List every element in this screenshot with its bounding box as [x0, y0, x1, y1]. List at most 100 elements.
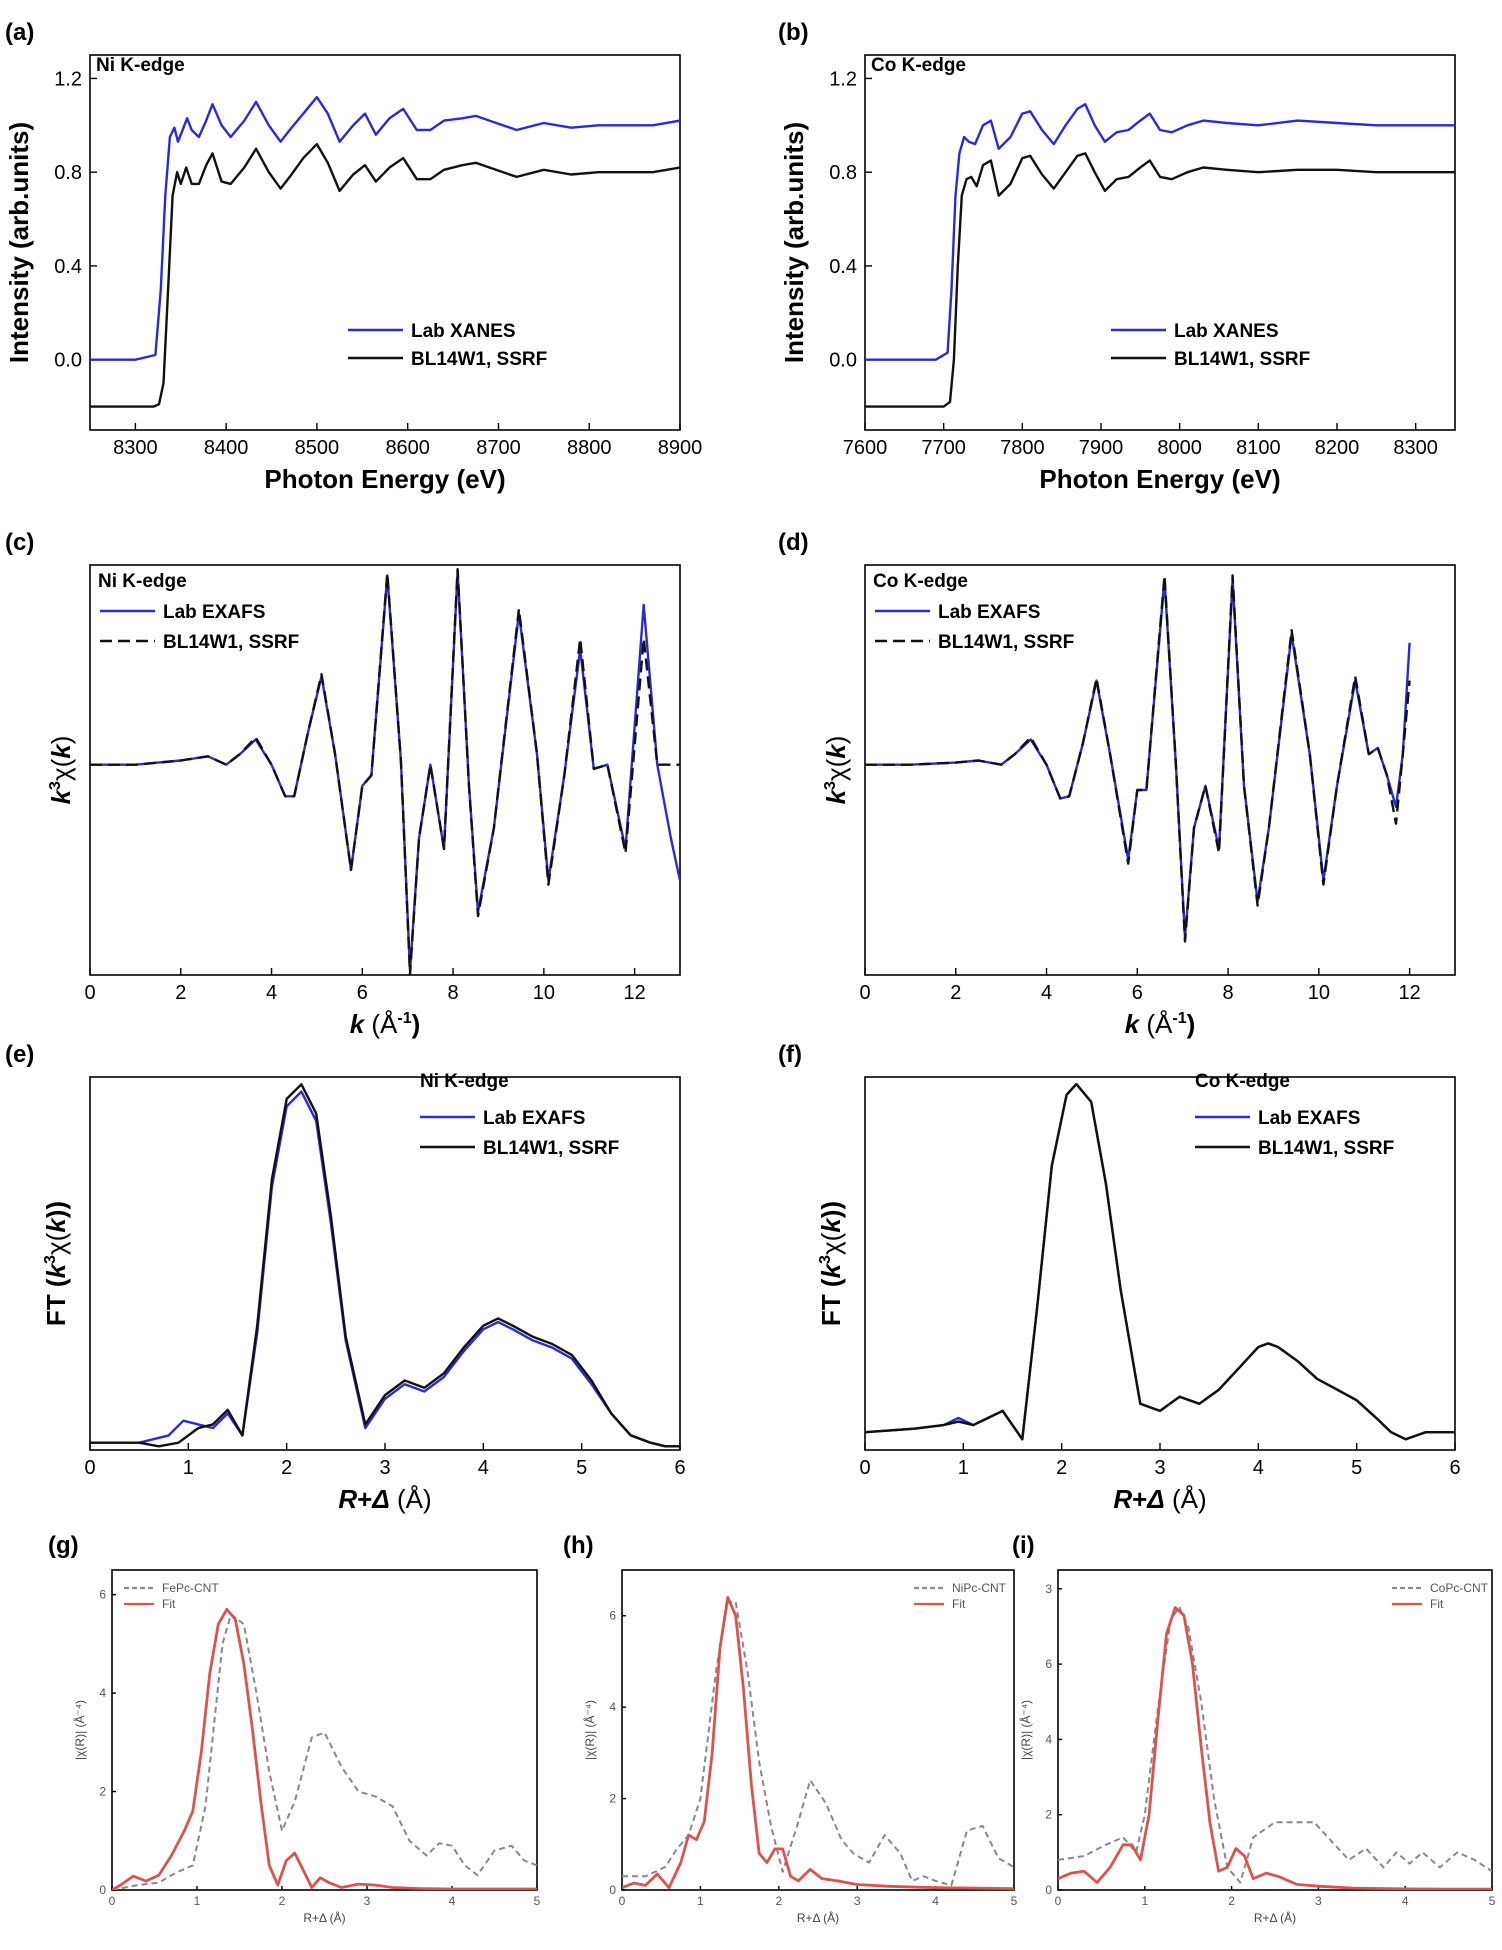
series-line-lab-xanes: [90, 96, 680, 361]
legend-label: Fit: [162, 1597, 176, 1611]
x-tick-label: 4: [266, 982, 277, 1004]
y-tick-label: 0.4: [829, 256, 857, 278]
x-axis-label: k (Å-1): [350, 1009, 421, 1039]
legend-label: BL14W1, SSRF: [411, 349, 547, 370]
y-tick-label: 0.0: [54, 350, 82, 372]
x-tick-label: 1: [697, 1894, 704, 1908]
y-axis-label: |χ(R)| (Å⁻⁴): [72, 1700, 87, 1760]
x-tick-label: 10: [1308, 982, 1330, 1004]
y-axis-label: FT (k3χ(k)): [816, 1201, 846, 1326]
panel-letter: (g): [48, 1532, 79, 1559]
y-axis-label: Intensity (arb.units): [4, 122, 34, 363]
legend-label: Fit: [1430, 1597, 1444, 1611]
x-tick-label: 0: [859, 982, 870, 1004]
y-tick-label: 6: [99, 1588, 106, 1602]
panel-e: (e) 0 1 2 3 4 5 6 Ni K-edge Lab EXAFS BL14W1, SSRF…: [5, 1041, 686, 1514]
series-line-bl14w1-ssrf: [90, 1083, 680, 1448]
series-line-bl14w1-ssrf: [90, 568, 680, 975]
x-tick-label: 8200: [1315, 437, 1360, 459]
x-tick-label: 5: [576, 1457, 587, 1479]
panel-f: (f) 0 1 2 3 4 5 6 Co K-edge Lab EXAFS BL14W1, SSRF…: [778, 1041, 1461, 1514]
x-axis-label: R+Δ (Å): [338, 1484, 431, 1514]
panel-g: (g) 0 1 2 3 4 5 0 2 4 6 FePc-CNT Fit R+Δ (Å) |χ(R)| (Å…: [48, 1532, 541, 1925]
panel-h: (h) 0 1 2 3 4 5 0 2 4 6 NiPc-CNT Fit R+Δ (Å) |χ(R)| (Å…: [563, 1532, 1018, 1925]
x-tick-label: 5: [1011, 1894, 1018, 1908]
x-tick-label: 2: [1056, 1457, 1067, 1479]
series-line-bl14w1-ssrf: [865, 574, 1411, 943]
plot-frame: [864, 1076, 1456, 1451]
x-tick-label: 8300: [1393, 437, 1438, 459]
series-line-bl14w1-ssrf: [865, 1082, 1455, 1441]
panel-letter: (a): [5, 19, 34, 46]
x-axis-label: R+Δ (Å): [303, 1910, 345, 1925]
y-tick-label: 0.8: [54, 162, 82, 184]
x-tick-label: 3: [854, 1894, 861, 1908]
x-tick-label: 3: [364, 1894, 371, 1908]
x-tick-label: 2: [281, 1457, 292, 1479]
x-axis-label: R+Δ (Å): [1254, 1910, 1296, 1925]
panel-letter: (c): [5, 529, 34, 556]
legend-label: BL14W1, SSRF: [163, 632, 299, 653]
x-tick-label: 2: [950, 982, 961, 1004]
x-tick-label: 3: [1154, 1457, 1165, 1479]
y-tick-label: 6: [1045, 1657, 1052, 1671]
panel-letter: (d): [778, 529, 809, 556]
panel-letter: (f): [778, 1041, 802, 1068]
x-tick-label: 5: [1489, 1894, 1496, 1908]
x-axis-label: Photon Energy (eV): [264, 464, 505, 494]
plot-frame: [864, 54, 1456, 431]
edge-label: Ni K-edge: [96, 55, 185, 76]
x-tick-label: 0: [109, 1894, 116, 1908]
panel-c: (c) 0 2 4 6 8 10 12 Ni K-edge Lab EXAFS BL14W1, SS…: [5, 529, 681, 1039]
plot-frame: [111, 1569, 538, 1891]
x-tick-label: 0: [84, 982, 95, 1004]
y-axis-label: FT (k3χ(k)): [41, 1201, 71, 1326]
y-tick-label: 0: [99, 1883, 106, 1897]
y-tick-label: 4: [1045, 1732, 1052, 1746]
x-tick-label: 8300: [113, 437, 158, 459]
edge-label: Ni K-edge: [98, 571, 187, 592]
panel-letter: (b): [778, 19, 809, 46]
y-axis-label: Intensity (arb.units): [779, 122, 809, 363]
y-tick-label: 4: [99, 1686, 106, 1700]
legend-label: Fit: [952, 1597, 966, 1611]
x-tick-label: 4: [932, 1894, 939, 1908]
y-tick-label: 0: [1045, 1883, 1052, 1897]
y-tick-label: 6: [609, 1609, 616, 1623]
panel-d: (d) 0 2 4 6 8 10 12 Co K-edge Lab EXAFS BL14W1, SS…: [778, 529, 1456, 1039]
x-tick-label: 2: [279, 1894, 286, 1908]
x-tick-label: 4: [478, 1457, 489, 1479]
x-tick-label: 5: [534, 1894, 541, 1908]
legend-label: Lab EXAFS: [938, 602, 1040, 623]
series-line-fepc-cnt: [112, 1613, 537, 1890]
x-tick-label: 12: [1398, 982, 1420, 1004]
x-tick-label: 7600: [843, 437, 888, 459]
x-tick-label: 6: [357, 982, 368, 1004]
x-tick-label: 8500: [295, 437, 340, 459]
x-tick-label: 2: [1228, 1894, 1235, 1908]
series-line-lab-xanes: [865, 103, 1455, 361]
x-tick-label: 12: [623, 982, 645, 1004]
series-line-fit: [1058, 1606, 1492, 1890]
x-tick-label: 0: [1055, 1894, 1062, 1908]
y-tick-label: 0.8: [829, 162, 857, 184]
plot-frame: [864, 564, 1456, 976]
legend-label: BL14W1, SSRF: [1174, 349, 1310, 370]
edge-label: Ni K-edge: [420, 1071, 509, 1092]
x-tick-label: 4: [1253, 1457, 1264, 1479]
legend-label: Lab XANES: [411, 321, 516, 342]
x-tick-label: 8100: [1236, 437, 1281, 459]
x-tick-label: 8400: [204, 437, 249, 459]
y-tick-label: 1.2: [829, 68, 857, 90]
y-tick-label: 2: [1045, 1808, 1052, 1822]
edge-label: Co K-edge: [1195, 1071, 1290, 1092]
series-line-fit: [112, 1608, 537, 1890]
legend-label: BL14W1, SSRF: [1258, 1138, 1394, 1159]
x-tick-label: 5: [1351, 1457, 1362, 1479]
x-tick-label: 4: [1041, 982, 1052, 1004]
x-tick-label: 8600: [385, 437, 430, 459]
panel-a: (a) 8300 8400 8500 8600 8700 8800 8900 0.0 0.4 0.8…: [4, 19, 702, 494]
panel-letter: (e): [5, 1041, 34, 1068]
x-tick-label: 1: [194, 1894, 201, 1908]
